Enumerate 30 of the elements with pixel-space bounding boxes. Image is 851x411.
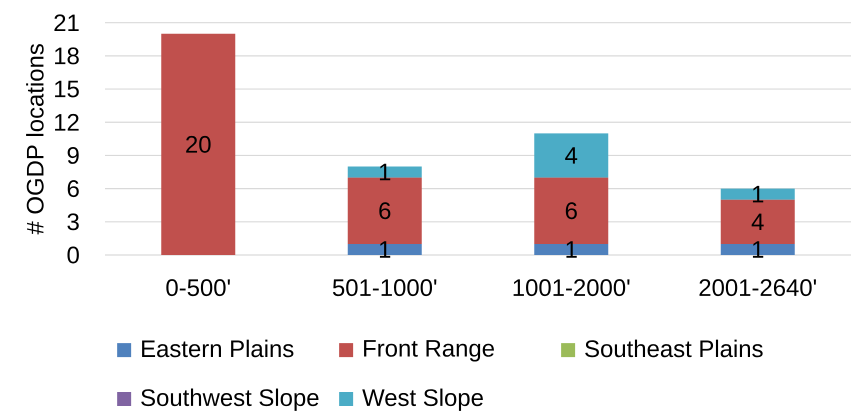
legend-label: Southeast Plains	[585, 340, 763, 358]
y-tick-label: 21	[54, 14, 79, 32]
data-label: 1	[380, 164, 390, 180]
legend-label: West Slope	[362, 388, 483, 411]
legend-label: Southwest Slope	[141, 388, 318, 411]
y-tick-label: 9	[68, 146, 79, 164]
data-label: 4	[565, 147, 578, 164]
bar	[161, 34, 236, 255]
data-label: 1	[566, 241, 577, 258]
bar	[534, 133, 608, 178]
data-label: 6	[379, 202, 390, 220]
x-tick-label: 501-1000'	[332, 279, 436, 296]
data-label: 6	[566, 202, 577, 220]
data-label: 1	[380, 241, 390, 258]
data-label: 1	[752, 241, 764, 258]
y-tick-label: 6	[68, 180, 79, 198]
legend-label: Eastern Plains	[142, 340, 294, 358]
x-tick-label: 1001-2000'	[514, 279, 630, 296]
y-tick-label: 3	[67, 213, 79, 230]
x-tick-label: 2001-2640'	[700, 279, 816, 296]
x-tick-label: 0-500'	[166, 279, 230, 296]
data-label: 1	[752, 186, 764, 202]
data-label: 4	[752, 214, 764, 230]
y-tick-label: 15	[55, 80, 79, 98]
y-axis-title: # OGDP locations	[26, 44, 44, 234]
legend-label: Front Range	[364, 340, 494, 362]
y-tick-label: 18	[55, 47, 79, 64]
y-tick-label: 12	[55, 114, 79, 131]
y-tick-label: 0	[67, 246, 79, 264]
data-label: 20	[186, 136, 211, 153]
